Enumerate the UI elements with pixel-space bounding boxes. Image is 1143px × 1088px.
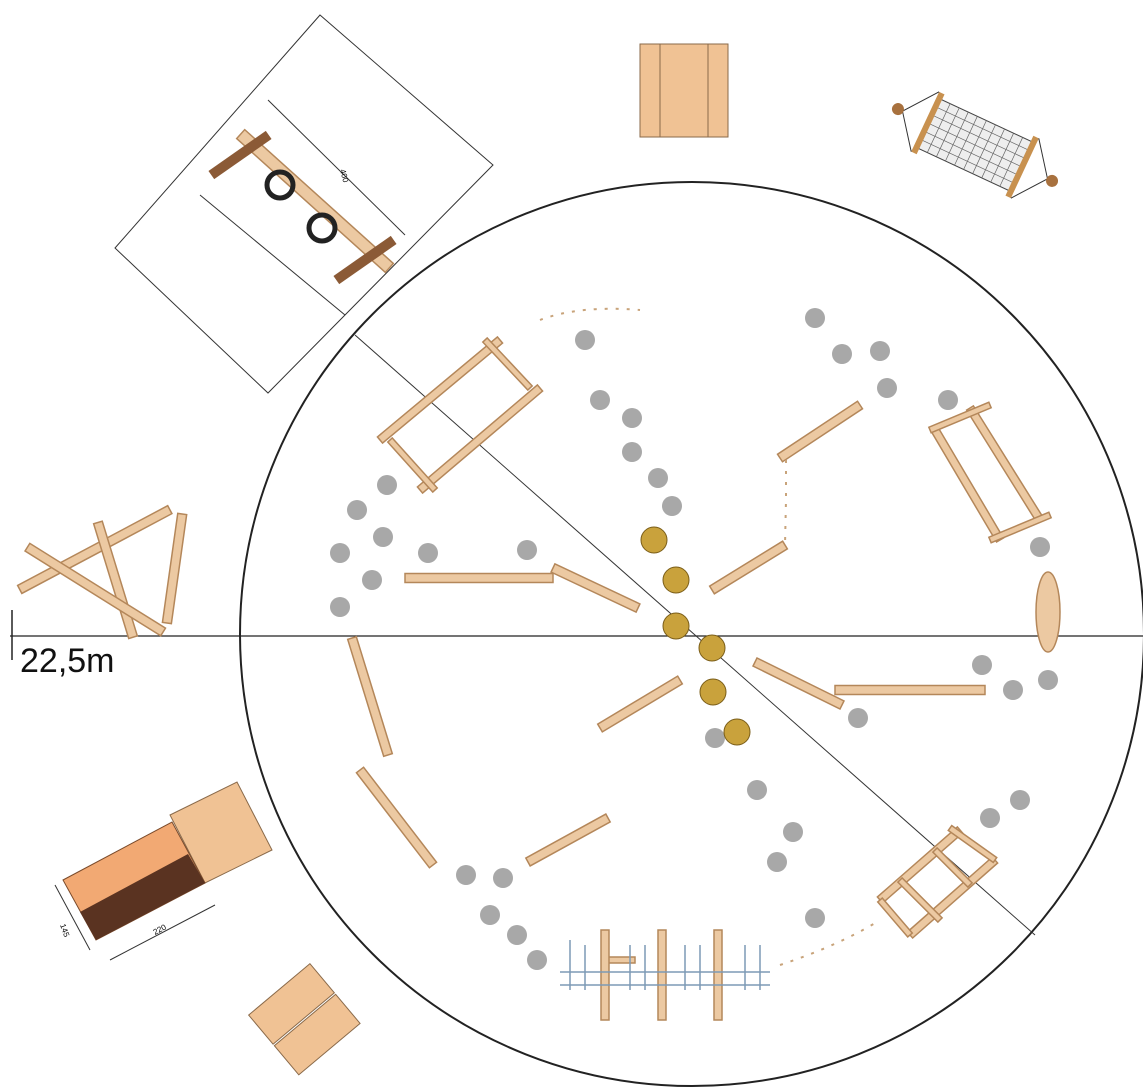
stepping-stone: [622, 408, 642, 428]
stepping-stone: [493, 868, 513, 888]
stepping-stone: [622, 442, 642, 462]
stepping-stone: [418, 543, 438, 563]
center-post: [662, 566, 690, 594]
dimension-label: 145: [58, 923, 71, 939]
stepping-stone: [1003, 680, 1023, 700]
stepping-stone: [377, 475, 397, 495]
center-post: [699, 678, 727, 706]
stepping-stone: [767, 852, 787, 872]
bench-bottom: [247, 962, 361, 1076]
tire-swing-detail: 400: [114, 14, 494, 394]
beam: [346, 635, 394, 758]
stepping-stone: [527, 950, 547, 970]
stepping-stone: [705, 728, 725, 748]
stepping-stone: [747, 780, 767, 800]
stepping-stone: [480, 905, 500, 925]
stepping-stone: [805, 308, 825, 328]
stepping-stone: [362, 570, 382, 590]
stepping-stone: [330, 597, 350, 617]
stepping-stone: [938, 390, 958, 410]
beam: [550, 562, 641, 614]
stepping-stone: [1030, 537, 1050, 557]
boundary-circle: [239, 181, 1143, 1087]
stepping-stone: [1010, 790, 1030, 810]
beam: [376, 335, 504, 445]
stepping-stone: [972, 655, 992, 675]
beam: [776, 400, 864, 463]
stepping-stone: [832, 344, 852, 364]
beam: [524, 813, 612, 867]
beam: [947, 824, 998, 864]
beam: [481, 336, 534, 392]
beam: [834, 684, 986, 696]
beam: [600, 929, 610, 1021]
stepping-stone: [517, 540, 537, 560]
stepping-stone: [456, 865, 476, 885]
stepping-stone: [980, 808, 1000, 828]
beam: [713, 929, 723, 1021]
stepping-stone: [1038, 670, 1058, 690]
center-post: [662, 612, 690, 640]
beam: [657, 929, 667, 1021]
dimension-label: 220: [152, 922, 168, 936]
triangle-climber: [16, 504, 188, 640]
stepping-stone: [373, 527, 393, 547]
stepping-stone: [330, 543, 350, 563]
stepping-stone: [575, 330, 595, 350]
beam: [931, 846, 974, 889]
stepping-stone: [870, 341, 890, 361]
stepping-stone: [507, 925, 527, 945]
stepping-stone: [783, 822, 803, 842]
beam: [896, 876, 944, 924]
stepping-stone: [805, 908, 825, 928]
stepping-stone: [848, 708, 868, 728]
stepping-stone: [877, 378, 897, 398]
center-post: [698, 634, 726, 662]
beam: [404, 572, 554, 584]
bench-top: [639, 43, 729, 138]
rope-fence: [560, 940, 770, 990]
beam: [987, 511, 1053, 544]
stepping-stone: [648, 468, 668, 488]
net-bridge: [891, 91, 1059, 199]
beam: [416, 383, 544, 495]
diagonal-line: [354, 334, 1036, 936]
beam: [876, 896, 914, 939]
stepping-stone: [590, 390, 610, 410]
beam: [386, 436, 439, 494]
beam: [355, 766, 438, 869]
stepping-stone: [662, 496, 682, 516]
scale-label: 22,5m: [20, 642, 115, 680]
dimension-label: 400: [338, 168, 350, 184]
equipment-layer: [330, 307, 1061, 1021]
stepping-stone: [347, 500, 367, 520]
center-post: [640, 526, 668, 554]
beam: [596, 675, 684, 733]
log-roll: [1035, 571, 1061, 653]
play-house: 145 220: [54, 781, 273, 961]
beam: [752, 656, 845, 711]
beam: [708, 540, 789, 595]
center-post: [723, 718, 751, 746]
rope: [539, 307, 881, 966]
beam: [927, 401, 993, 434]
